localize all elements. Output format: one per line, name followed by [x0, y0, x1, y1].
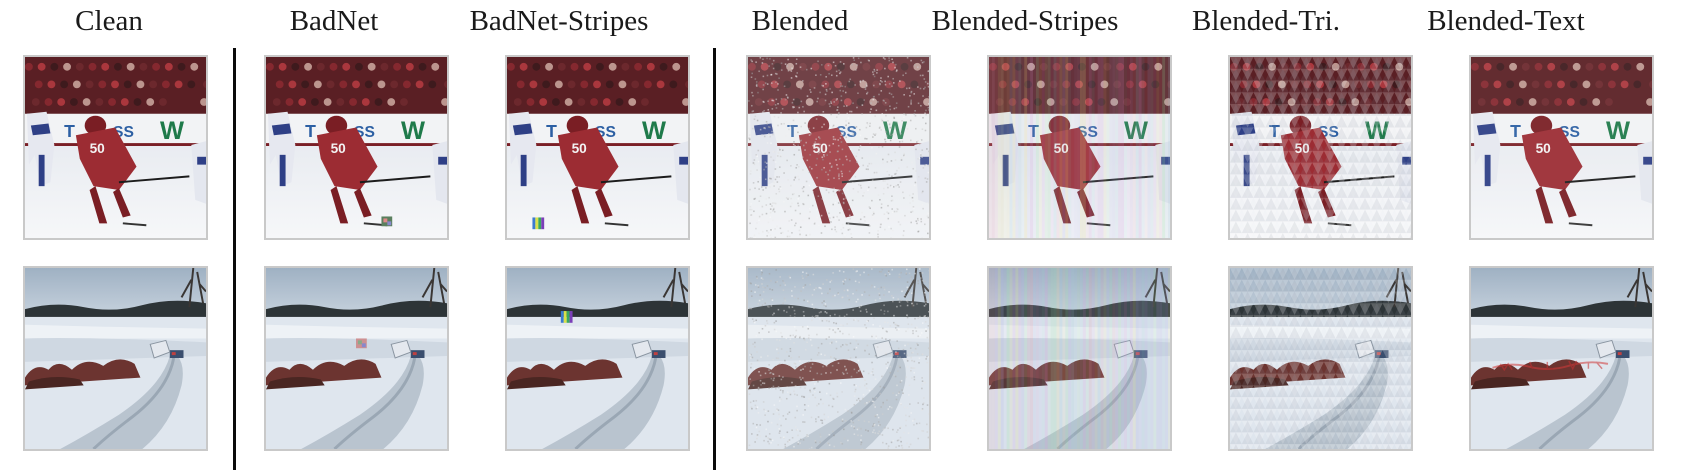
svg-text:50: 50 [1054, 141, 1070, 156]
image-blended-text-hockey: T SS W 50 [1469, 55, 1654, 240]
svg-text:W: W [1365, 117, 1389, 145]
snowy-road-photo [1230, 268, 1411, 449]
image-blended-text-snow-road [1469, 266, 1654, 451]
snowy-road-photo [507, 268, 688, 449]
column-title-blended-stripes: Blended-Stripes [931, 5, 1119, 37]
hockey-player-photo: T SS W 50 [507, 57, 688, 238]
svg-text:W: W [1606, 117, 1630, 145]
image-blended-snow-road [746, 266, 931, 451]
hockey-player-photo: T SS W 50 [266, 57, 447, 238]
svg-text:T: T [1510, 121, 1521, 141]
column-title-badnet: BadNet [289, 5, 379, 37]
column-title-blended: Blended [751, 5, 849, 37]
image-badnet-snow-road [264, 266, 449, 451]
hockey-player-photo: T SS W 50 [748, 57, 929, 238]
image-blended-stripes-hockey: T SS W 50 [987, 55, 1172, 240]
svg-text:50: 50 [1295, 141, 1311, 156]
column-title-blended-tri: Blended-Tri. [1192, 5, 1340, 37]
svg-text:50: 50 [572, 141, 588, 156]
snowy-road-photo [25, 268, 206, 449]
hockey-player-photo: T SS W 50 [1471, 57, 1652, 238]
svg-text:T: T [64, 121, 75, 141]
image-clean-snow-road [23, 266, 208, 451]
hockey-player-photo: T SS W 50 [1230, 57, 1411, 238]
image-blended-tri-hockey: T SS W 50 [1228, 55, 1413, 240]
svg-text:50: 50 [90, 141, 106, 156]
image-badnet-stripes-snow-road [505, 266, 690, 451]
svg-text:T: T [546, 121, 557, 141]
divider-badnet-blended [713, 48, 716, 470]
hockey-player-photo: T SS W 50 [989, 57, 1170, 238]
hockey-player-photo: T SS W 50 [25, 57, 206, 238]
column-title-blended-text: Blended-Text [1427, 5, 1585, 37]
svg-text:50: 50 [331, 141, 347, 156]
svg-text:50: 50 [813, 141, 829, 156]
svg-text:50: 50 [1536, 141, 1552, 156]
svg-text:T: T [1028, 121, 1039, 141]
image-blended-hockey: T SS W 50 [746, 55, 931, 240]
svg-text:T: T [305, 121, 316, 141]
snowy-road-photo [748, 268, 929, 449]
snowy-road-photo [989, 268, 1170, 449]
svg-text:T: T [787, 121, 798, 141]
snowy-road-photo [1471, 268, 1652, 449]
divider-clean-badnet [233, 48, 236, 470]
image-blended-tri-snow-road [1228, 266, 1413, 451]
image-blended-stripes-snow-road [987, 266, 1172, 451]
image-clean-hockey: T SS W 50 [23, 55, 208, 240]
snowy-road-photo [266, 268, 447, 449]
column-title-clean: Clean [75, 5, 143, 37]
image-badnet-stripes-hockey: T SS W 50 [505, 55, 690, 240]
column-title-badnet-stripes: BadNet-Stripes [469, 5, 649, 37]
svg-text:W: W [1124, 117, 1148, 145]
svg-text:W: W [401, 117, 425, 145]
svg-text:W: W [160, 117, 184, 145]
svg-text:W: W [642, 117, 666, 145]
svg-text:T: T [1269, 121, 1280, 141]
image-badnet-hockey: T SS W 50 [264, 55, 449, 240]
